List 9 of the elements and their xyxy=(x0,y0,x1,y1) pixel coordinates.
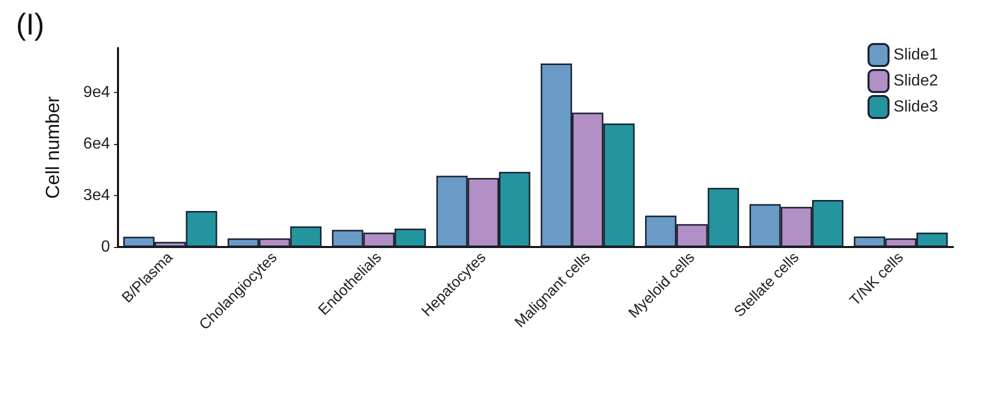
y-tick-label: 0 xyxy=(101,238,110,256)
y-tick-label: 6e4 xyxy=(83,136,110,153)
y-axis-title: Cell number xyxy=(43,96,64,199)
y-tick-label: 3e4 xyxy=(83,187,110,204)
y-tick-label: 9e4 xyxy=(83,84,110,102)
text: (I) xyxy=(16,8,44,42)
legend-label: Slide2 xyxy=(894,72,938,90)
legend-label: Slide1 xyxy=(894,46,938,64)
legend-label: Slide3 xyxy=(894,98,938,116)
